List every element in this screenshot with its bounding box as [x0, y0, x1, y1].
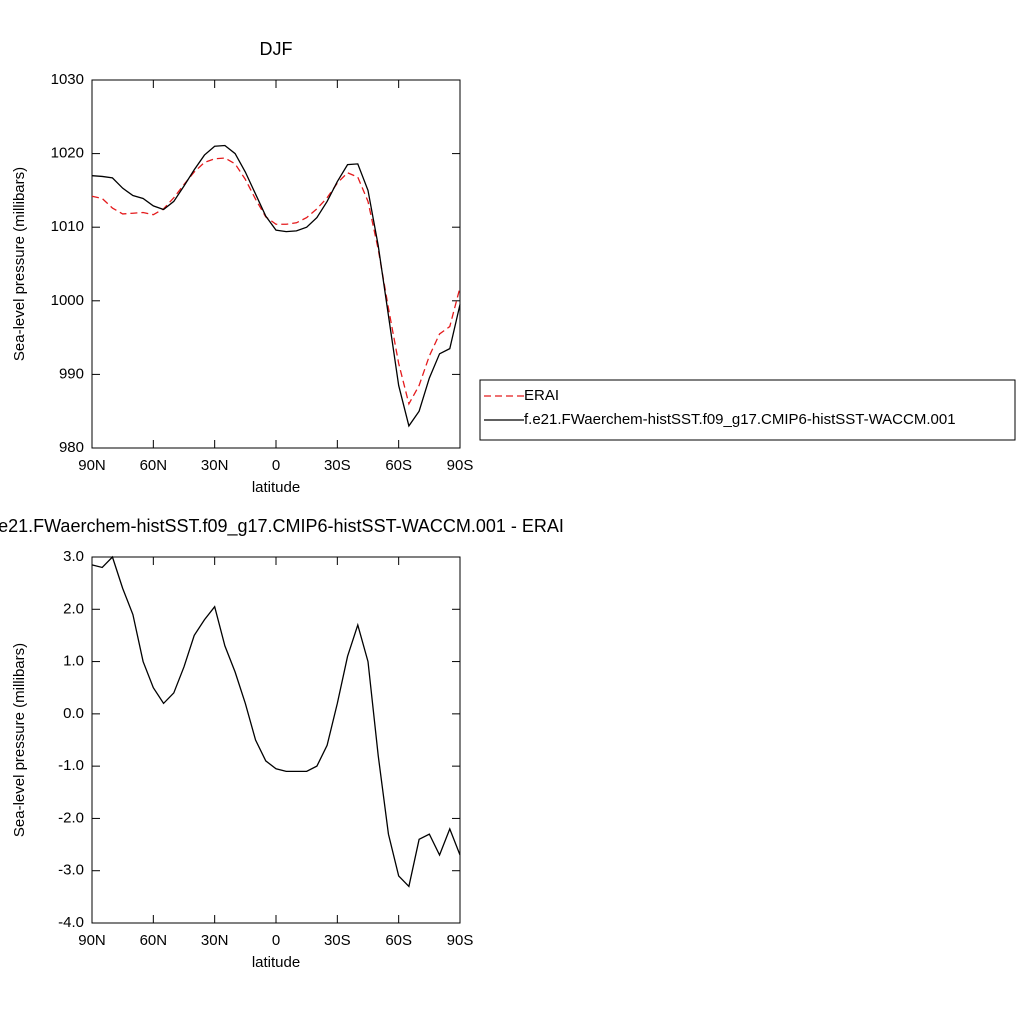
- x-tick-label: 60N: [140, 457, 168, 474]
- x-tick-label: 0: [272, 932, 280, 949]
- x-tick-label: 90S: [447, 932, 474, 949]
- data-line: [91, 144, 461, 428]
- x-axis-label: latitude: [252, 479, 300, 496]
- y-tick-label: 980: [59, 439, 84, 456]
- data-line: [91, 555, 461, 888]
- x-tick-label: 60N: [140, 932, 168, 949]
- legend-label: ERAI: [524, 387, 559, 404]
- y-tick-label: -4.0: [58, 914, 84, 931]
- y-tick-label: 1010: [51, 218, 84, 235]
- legend-label: f.e21.FWaerchem-histSST.f09_g17.CMIP6-hi…: [524, 411, 956, 428]
- x-axis-label: latitude: [252, 954, 300, 971]
- x-tick-label: 30N: [201, 932, 229, 949]
- y-tick-label: 1030: [51, 71, 84, 88]
- y-tick-label: 3.0: [63, 548, 84, 565]
- y-tick-label: 1.0: [63, 653, 84, 670]
- chart-title: f.e21.FWaerchem-histSST.f09_g17.CMIP6-hi…: [0, 516, 564, 537]
- y-tick-label: 2.0: [63, 600, 84, 617]
- data-line: [91, 157, 461, 406]
- x-tick-label: 30S: [324, 932, 351, 949]
- legend-box: [479, 379, 1016, 441]
- y-axis-label: Sea-level pressure (millibars): [11, 167, 28, 361]
- y-tick-label: -2.0: [58, 809, 84, 826]
- y-tick-label: 1000: [51, 292, 84, 309]
- y-tick-label: 990: [59, 365, 84, 382]
- chart-title: DJF: [260, 39, 293, 59]
- y-tick-label: 1020: [51, 145, 84, 162]
- y-tick-label: -1.0: [58, 757, 84, 774]
- x-tick-label: 90S: [447, 457, 474, 474]
- plot-frame: [91, 79, 461, 449]
- x-tick-label: 30N: [201, 457, 229, 474]
- x-tick-label: 0: [272, 457, 280, 474]
- x-tick-label: 60S: [385, 932, 412, 949]
- x-tick-label: 30S: [324, 457, 351, 474]
- x-tick-label: 90N: [78, 932, 106, 949]
- plot-frame: [91, 556, 461, 924]
- x-tick-label: 90N: [78, 457, 106, 474]
- x-tick-label: 60S: [385, 457, 412, 474]
- y-axis-label: Sea-level pressure (millibars): [11, 643, 28, 837]
- y-tick-label: 0.0: [63, 705, 84, 722]
- y-tick-label: -3.0: [58, 862, 84, 879]
